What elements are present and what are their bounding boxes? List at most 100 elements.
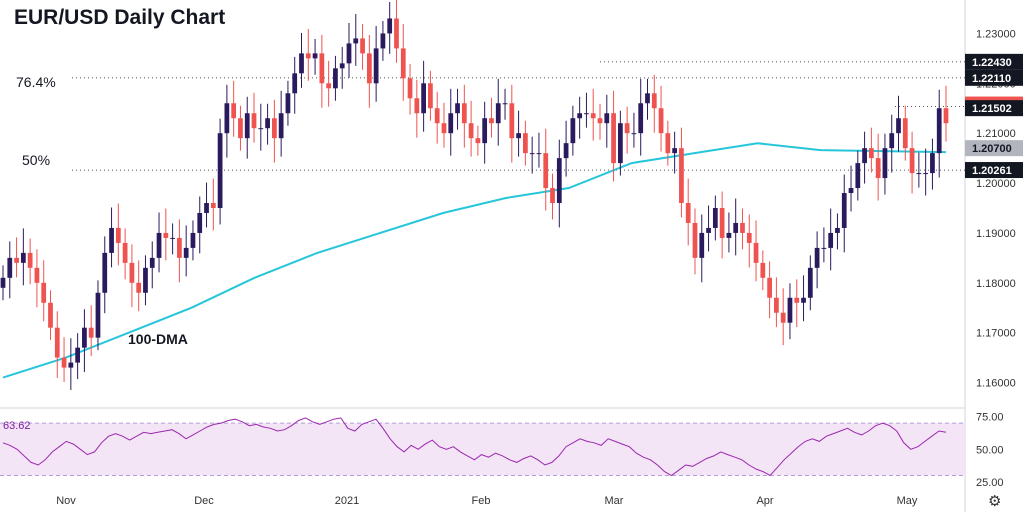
candle-body [217, 133, 223, 208]
candle-body [428, 83, 433, 109]
candle-body [319, 53, 325, 84]
candle-body [536, 153, 542, 155]
candle-body [163, 232, 169, 238]
candle-body [204, 203, 209, 213]
candle-body [930, 153, 935, 174]
candle-body [475, 138, 481, 144]
candle-body [373, 48, 379, 84]
candle-body [563, 143, 569, 159]
y-tick-label: 1.21000 [976, 128, 1016, 140]
candle-body [597, 118, 603, 124]
candle-body [726, 232, 732, 238]
candle-body [706, 227, 711, 233]
gear-icon[interactable]: ⚙ [988, 492, 1002, 510]
candle-body [190, 232, 196, 248]
chart-title: EUR/USD Daily Chart [14, 6, 226, 29]
candle-body [339, 63, 345, 69]
candle-body [780, 312, 786, 323]
y-tick-label: 1.19000 [976, 228, 1016, 240]
candle-body [353, 38, 359, 44]
candle-body [149, 257, 155, 268]
candle-body [753, 242, 759, 263]
rsi-band [0, 423, 965, 476]
candle-body [631, 133, 637, 135]
candle-body [624, 123, 630, 134]
x-tick-label: Dec [194, 495, 214, 507]
price-label: 1.20261 [972, 165, 1012, 177]
candle-body [746, 232, 752, 243]
candle-body [556, 158, 562, 204]
candle-body [760, 262, 766, 278]
rsi-tick-label: 50.00 [976, 444, 1004, 456]
candle-body [923, 173, 929, 175]
candle-body [692, 222, 698, 258]
candle-body [95, 292, 101, 338]
candle-body [835, 227, 840, 233]
price-label-bg [965, 100, 1023, 117]
rsi-tick-label: 25.00 [976, 477, 1004, 489]
candle-body [719, 207, 725, 238]
x-tick-label: Nov [56, 495, 76, 507]
price-label-bg [965, 140, 1023, 157]
candle-body [394, 18, 399, 49]
candle-body [34, 267, 40, 283]
price-label: 1.21502 [972, 103, 1012, 115]
candle-body [468, 123, 474, 139]
candle-body [231, 103, 237, 119]
x-tick-label: May [897, 495, 918, 507]
candle-body [299, 53, 304, 74]
candle-body [482, 118, 488, 144]
candle-body [333, 68, 338, 89]
candle-body [584, 113, 589, 115]
candle-body [543, 153, 549, 189]
rsi-current-value: 63.62 [3, 420, 31, 432]
candle-body [672, 148, 678, 154]
candle-body [0, 277, 6, 288]
candle-body [841, 193, 847, 228]
rsi-tick-label: 75.00 [976, 412, 1004, 424]
fib-76-label: 76.4% [16, 74, 56, 90]
candle-body [875, 158, 881, 179]
candle-body [285, 93, 291, 114]
candle-body [20, 252, 26, 263]
candle-body [265, 118, 270, 129]
candle-body [570, 118, 576, 144]
candle-body [794, 297, 800, 303]
candle-body [943, 108, 949, 124]
candle-body [115, 227, 121, 243]
candle-body [909, 148, 915, 174]
candle-body [109, 227, 114, 253]
candle-body [346, 43, 352, 64]
candle-body [244, 113, 250, 139]
price-label: 1.22110 [972, 73, 1011, 85]
candle-body [516, 133, 521, 139]
candle-body [129, 262, 135, 283]
candle-body [136, 282, 142, 293]
y-tick-label: 1.18000 [976, 278, 1016, 290]
candle-body [238, 118, 243, 139]
candle-body [434, 108, 440, 124]
candle-body [68, 362, 74, 368]
candle-body [455, 103, 460, 114]
price-label-bg [965, 53, 1023, 70]
candle-body [502, 103, 508, 105]
rsi-line [2, 417, 947, 477]
candle-body [197, 212, 203, 233]
candle-body [407, 78, 413, 99]
candle-body [305, 53, 311, 59]
candle-body [638, 103, 644, 134]
candle-body [156, 232, 162, 258]
candle-body [862, 148, 867, 164]
candle-body [14, 257, 19, 263]
price-label-bg [965, 69, 1023, 86]
candle-body [685, 203, 691, 223]
candle-body [210, 203, 216, 208]
candle-body [848, 188, 854, 194]
candle-body [326, 83, 332, 89]
candle-body [251, 113, 257, 129]
candle-body [170, 237, 175, 239]
x-tick-label: Mar [605, 495, 624, 507]
y-tick-label: 1.23000 [976, 28, 1016, 40]
candle-body [41, 282, 47, 303]
